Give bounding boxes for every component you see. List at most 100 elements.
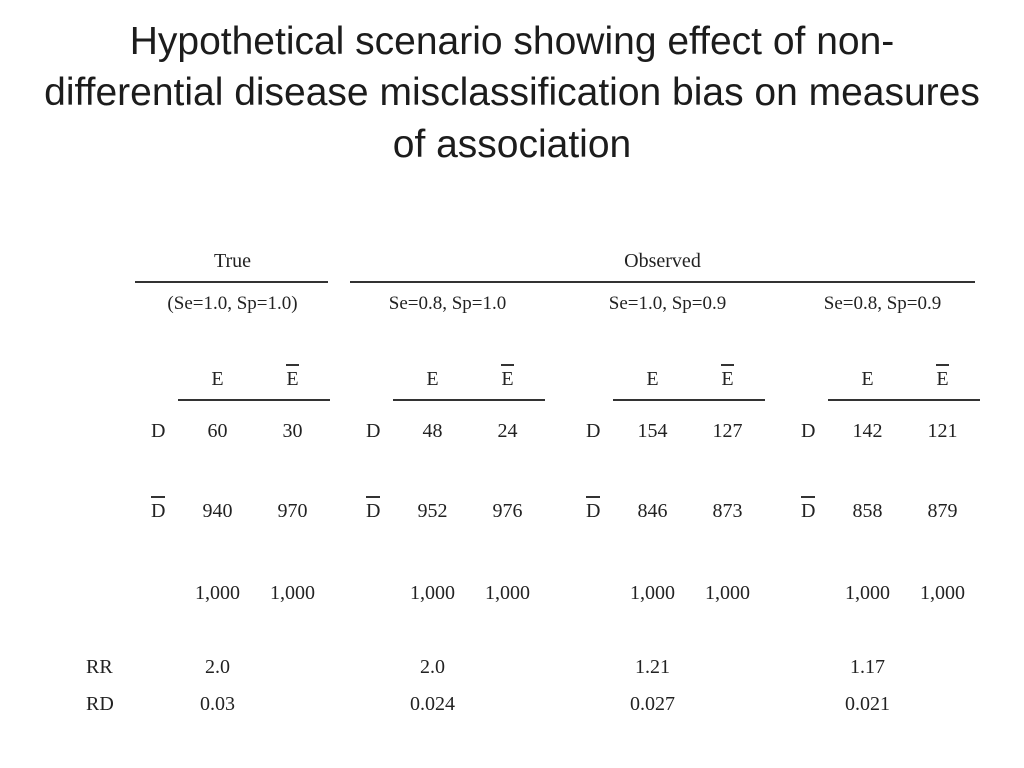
cell-dbar-unexposed: 873 — [712, 500, 743, 522]
row-rr-value: 2.0 — [135, 656, 330, 679]
panel-condition: Se=1.0, Sp=0.9 — [608, 293, 727, 314]
cell-total-unexposed: 1,000 — [270, 582, 315, 604]
slide-title: Hypothetical scenario showing effect of … — [44, 20, 980, 166]
cell-rr: 1.21 — [635, 656, 670, 678]
row-label-d: D — [366, 420, 381, 442]
cell-dbar-unexposed: 976 — [492, 500, 523, 522]
cell-total-exposed: 1,000 — [410, 582, 455, 604]
rr-label: RR — [86, 656, 113, 678]
column-headers: E E — [350, 364, 545, 391]
table-panel-true: (Se=1.0, Sp=1.0) E E D 60 30 D 940 970 1… — [135, 0, 330, 768]
cell-total-exposed: 1,000 — [845, 582, 890, 604]
observed-underline — [350, 281, 975, 283]
row-rr-value: 1.17 — [785, 656, 980, 679]
col-header-unexposed: E — [905, 364, 980, 391]
e-bar: E — [936, 364, 949, 390]
row-nondiseased: D 846 873 — [570, 496, 765, 523]
cell-d-exposed: 142 — [852, 420, 883, 442]
panel-condition: Se=0.8, Sp=0.9 — [823, 293, 942, 314]
row-label-dbar: D — [570, 496, 615, 523]
cell-rr: 2.0 — [205, 656, 230, 678]
col-header-unexposed: E — [255, 364, 330, 391]
row-rd-value: 0.021 — [785, 693, 980, 716]
cell-dbar-exposed: 846 — [637, 500, 668, 522]
column-headers: E E — [135, 364, 330, 391]
row-nondiseased: D 858 879 — [785, 496, 980, 523]
row-label-dbar: D — [350, 496, 395, 523]
cell-total-exposed: 1,000 — [195, 582, 240, 604]
cell-d-unexposed: 24 — [497, 420, 518, 442]
row-totals: 1,000 1,000 — [570, 582, 765, 605]
row-totals: 1,000 1,000 — [135, 582, 330, 605]
row-totals: 1,000 1,000 — [785, 582, 980, 605]
cell-d-unexposed: 121 — [927, 420, 958, 442]
cell-dbar-exposed: 858 — [852, 500, 883, 522]
column-headers: E E — [785, 364, 980, 391]
row-rd-value: 0.03 — [135, 693, 330, 716]
table-panel-se10-sp09: Se=1.0, Sp=0.9 E E D 154 127 D 846 873 1… — [570, 0, 765, 768]
cell-dbar-unexposed: 879 — [927, 500, 958, 522]
col-header-exposed: E — [211, 368, 224, 390]
cell-d-unexposed: 30 — [282, 420, 303, 442]
cell-d-exposed: 60 — [207, 420, 228, 442]
cell-rr: 2.0 — [420, 656, 445, 678]
cell-dbar-exposed: 952 — [417, 500, 448, 522]
column-header-underline — [178, 399, 330, 401]
column-header-underline — [393, 399, 545, 401]
panel-condition: (Se=1.0, Sp=1.0) — [167, 293, 298, 314]
row-diseased: D 60 30 — [135, 420, 330, 443]
col-header-unexposed: E — [690, 364, 765, 391]
column-header-underline — [613, 399, 765, 401]
row-label-dbar: D — [135, 496, 180, 523]
row-label-d: D — [801, 420, 816, 442]
row-rd-value: 0.024 — [350, 693, 545, 716]
cell-total-unexposed: 1,000 — [705, 582, 750, 604]
e-bar: E — [721, 364, 734, 390]
panel-condition: Se=0.8, Sp=1.0 — [388, 293, 507, 314]
row-label-d: D — [151, 420, 166, 442]
cell-rd: 0.024 — [410, 693, 455, 715]
cell-dbar-unexposed: 970 — [277, 500, 308, 522]
d-bar: D — [151, 496, 166, 522]
row-nondiseased: D 952 976 — [350, 496, 545, 523]
row-nondiseased: D 940 970 — [135, 496, 330, 523]
col-header-exposed: E — [646, 368, 659, 390]
cell-rr: 1.17 — [850, 656, 885, 678]
rd-label: RD — [86, 693, 114, 715]
cell-total-exposed: 1,000 — [630, 582, 675, 604]
col-header-unexposed: E — [470, 364, 545, 391]
cell-rd: 0.021 — [845, 693, 890, 715]
cell-total-unexposed: 1,000 — [920, 582, 965, 604]
row-totals: 1,000 1,000 — [350, 582, 545, 605]
cell-rd: 0.03 — [200, 693, 235, 715]
group-header-true: True — [213, 250, 252, 272]
d-bar: D — [586, 496, 601, 522]
cell-rd: 0.027 — [630, 693, 675, 715]
col-header-exposed: E — [861, 368, 874, 390]
cell-total-unexposed: 1,000 — [485, 582, 530, 604]
true-underline — [135, 281, 328, 283]
cell-d-unexposed: 127 — [712, 420, 743, 442]
table-panel-se08-sp09: Se=0.8, Sp=0.9 E E D 142 121 D 858 879 1… — [785, 0, 980, 768]
table-panel-se08-sp10: Se=0.8, Sp=1.0 E E D 48 24 D 952 976 1,0… — [350, 0, 545, 768]
cell-d-exposed: 48 — [422, 420, 443, 442]
row-diseased: D 48 24 — [350, 420, 545, 443]
group-header-observed: Observed — [624, 250, 701, 272]
row-label-d: D — [586, 420, 601, 442]
e-bar: E — [286, 364, 299, 390]
col-header-exposed: E — [426, 368, 439, 390]
row-diseased: D 142 121 — [785, 420, 980, 443]
cell-dbar-exposed: 940 — [202, 500, 233, 522]
row-rd-value: 0.027 — [570, 693, 765, 716]
d-bar: D — [801, 496, 816, 522]
column-headers: E E — [570, 364, 765, 391]
e-bar: E — [501, 364, 514, 390]
row-diseased: D 154 127 — [570, 420, 765, 443]
column-header-underline — [828, 399, 980, 401]
row-rr-value: 1.21 — [570, 656, 765, 679]
cell-d-exposed: 154 — [637, 420, 668, 442]
row-label-dbar: D — [785, 496, 830, 523]
row-rr-value: 2.0 — [350, 656, 545, 679]
